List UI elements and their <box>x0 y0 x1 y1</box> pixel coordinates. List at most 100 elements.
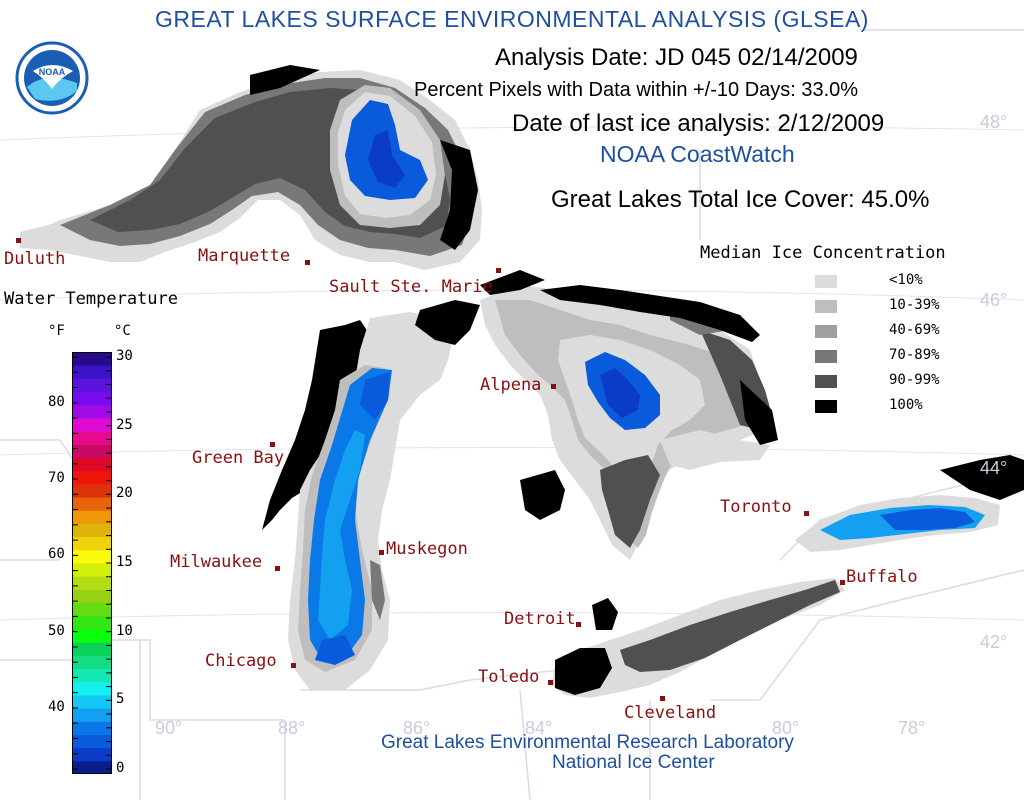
colorbar-segment <box>72 721 112 735</box>
city-label-chicago: Chicago <box>205 651 277 671</box>
footer-nic: National Ice Center <box>552 752 715 773</box>
unit-celsius: °C <box>114 323 131 339</box>
lon-label-90: 90° <box>155 718 183 738</box>
lat-label-46: 46° <box>980 290 1008 310</box>
colorbar-segment <box>72 589 112 604</box>
colorbar-segment <box>72 523 112 538</box>
colorbar-segment <box>72 457 112 472</box>
colorbar-segment <box>72 417 112 432</box>
city-marker-buffalo <box>840 580 845 585</box>
celsius-tick-label: 15 <box>116 554 133 570</box>
fahrenheit-tick-label: 50 <box>48 622 65 639</box>
ice-legend-label: 40-69% <box>889 322 940 338</box>
lon-label-88: 88° <box>278 718 306 738</box>
colorbar-segment <box>72 747 112 762</box>
city-marker-toledo <box>548 680 553 685</box>
colorbar-segment <box>72 668 112 683</box>
celsius-tick-label: 0 <box>116 760 125 776</box>
colorbar-segment <box>72 444 112 458</box>
lat-label-44: 44° <box>980 458 1008 478</box>
city-marker-detroit <box>576 622 581 627</box>
fahrenheit-tick-label: 40 <box>48 698 65 715</box>
city-marker-toronto <box>804 511 809 516</box>
celsius-tick-label: 20 <box>116 485 133 502</box>
lake-superior <box>20 65 482 270</box>
coastwatch-label: NOAA CoastWatch <box>600 141 795 167</box>
water-temp-colorbar <box>72 352 112 774</box>
celsius-tick-label: 5 <box>116 691 125 708</box>
fahrenheit-tick-label: 60 <box>48 546 65 563</box>
fahrenheit-tick-label: 70 <box>48 470 65 487</box>
city-label-toledo: Toledo <box>478 667 540 687</box>
footer-glerl: Great Lakes Environmental Research Labor… <box>381 732 794 753</box>
ice-legend-swatch <box>815 275 837 288</box>
city-marker-marquette <box>305 260 310 265</box>
city-label-marquette: Marquette <box>198 246 291 266</box>
city-label-sault-ste-marie: Sault Ste. Marie <box>329 277 493 297</box>
colorbar-segment <box>72 470 112 485</box>
lon-label-84: 84° <box>525 718 553 738</box>
noaa-logo-text: NOAA <box>39 67 66 77</box>
colorbar-segment <box>72 642 112 656</box>
ice-legend-label: 90-99% <box>889 372 940 388</box>
ice-legend-label: 100% <box>889 397 923 413</box>
colorbar-segment <box>72 760 112 774</box>
colorbar-segment <box>72 628 112 643</box>
ice-legend-label: 10-39% <box>889 297 940 313</box>
percent-pixels: Percent Pixels with Data within +/-10 Da… <box>414 79 859 101</box>
colorbar-segment <box>72 536 112 551</box>
lake-michigan <box>262 312 455 690</box>
ice-legend-label: <10% <box>889 272 923 288</box>
colorbar-segment <box>72 365 112 379</box>
city-marker-cleveland <box>660 696 665 701</box>
colorbar-segment <box>72 404 112 419</box>
colorbar-segment <box>72 708 112 722</box>
city-label-buffalo: Buffalo <box>846 567 918 587</box>
colorbar-segment <box>72 563 112 577</box>
lake-huron <box>415 270 778 560</box>
lat-label-42: 42° <box>980 632 1008 652</box>
colorbar-segment <box>72 352 112 366</box>
colorbar-segment <box>72 655 112 669</box>
lake-st-clair <box>592 598 618 630</box>
ice-legend-swatch <box>815 350 837 363</box>
city-label-green-bay: Green Bay <box>192 448 285 468</box>
unit-fahrenheit: °F <box>48 323 65 339</box>
city-label-toronto: Toronto <box>720 497 792 517</box>
ice-legend-swatch <box>815 375 837 388</box>
ice-legend-swatch <box>815 400 837 413</box>
city-marker-muskegon <box>379 550 384 555</box>
lon-label-80: 80° <box>772 718 800 738</box>
city-label-detroit: Detroit <box>504 609 576 629</box>
city-marker-milwaukee <box>275 566 280 571</box>
lon-label-78: 78° <box>898 718 926 738</box>
last-ice-analysis: Date of last ice analysis: 2/12/2009 <box>512 110 885 137</box>
celsius-tick-label: 30 <box>116 348 133 364</box>
lake-erie <box>552 578 845 698</box>
lon-label-86: 86° <box>403 718 431 738</box>
ice-legend-title: Median Ice Concentration <box>700 243 946 263</box>
city-marker-chicago <box>291 663 296 668</box>
fahrenheit-tick-label: 80 <box>48 393 65 410</box>
colorbar-segment <box>72 734 112 749</box>
city-marker-alpena <box>551 384 556 389</box>
city-marker-duluth <box>16 238 21 243</box>
colorbar-segment <box>72 576 112 590</box>
north-channel <box>540 285 760 342</box>
colorbar-segment <box>72 391 112 406</box>
water-temp-title: Water Temperature <box>4 289 178 309</box>
colorbar-segment <box>72 378 112 393</box>
colorbar-segment <box>72 681 112 696</box>
city-label-milwaukee: Milwaukee <box>170 552 263 572</box>
city-marker-sault-ste-marie <box>496 268 501 273</box>
colorbar-segment <box>72 549 112 564</box>
colorbar-segment <box>72 694 112 709</box>
city-label-cleveland: Cleveland <box>624 703 717 723</box>
ice-legend-swatch <box>815 325 837 338</box>
colorbar-segment <box>72 431 112 445</box>
analysis-date: Analysis Date: JD 045 02/14/2009 <box>495 44 858 71</box>
city-label-alpena: Alpena <box>480 375 542 395</box>
city-label-duluth: Duluth <box>4 249 66 269</box>
colorbar-segment <box>72 483 112 498</box>
lat-label-48: 48° <box>980 112 1008 132</box>
